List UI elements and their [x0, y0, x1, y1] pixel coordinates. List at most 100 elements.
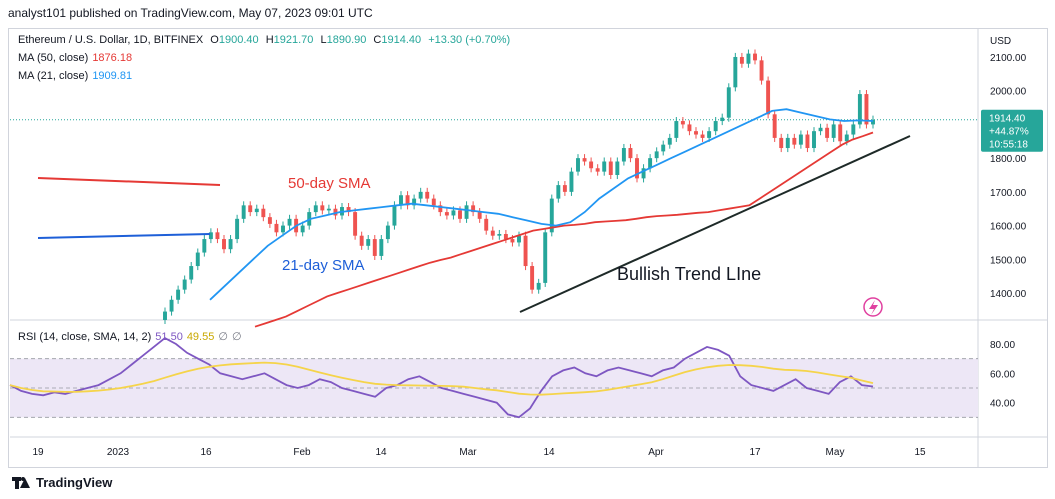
candle-body: [490, 230, 495, 236]
candle-body: [313, 205, 318, 213]
currency-label: USD: [990, 36, 1011, 47]
candle-body: [418, 191, 423, 199]
candle-body: [844, 134, 849, 142]
time-tick-label: 19: [32, 447, 44, 458]
candle-body: [733, 56, 738, 88]
price-tick-label: 1700.00: [990, 188, 1027, 199]
candle-body: [785, 137, 790, 149]
rsi-value: 51.50: [155, 331, 183, 343]
candle-body: [825, 127, 830, 138]
candle-body: [503, 234, 508, 240]
candle-body: [628, 148, 633, 159]
candle-body: [353, 212, 358, 236]
candle-body: [261, 208, 266, 218]
price-badge-price: 1914.40: [989, 114, 1026, 125]
price-tick-label: 1500.00: [990, 255, 1027, 266]
candle-body: [621, 148, 626, 162]
candle-body: [392, 205, 397, 226]
candle-body: [189, 266, 194, 280]
candle-body: [857, 94, 862, 125]
rsi-legend: RSI (14, close, SMA, 14, 2) 51.50 49.55 ∅ ∅: [18, 331, 242, 343]
price-badge-countdown: 10:55:18: [989, 140, 1028, 151]
candle-body: [235, 218, 240, 240]
tradingview-logo-icon: [12, 476, 30, 489]
candle-body: [444, 212, 449, 216]
candle-body: [281, 225, 285, 233]
candle-body: [864, 94, 869, 125]
time-tick-label: 17: [749, 447, 761, 458]
change-value: +13.30 (+0.70%): [428, 34, 511, 46]
price-chart[interactable]: USD2100.002000.001900.001800.001700.0016…: [0, 0, 1055, 470]
sma50-annotation: 50-day SMA: [288, 175, 371, 192]
lightning-icon-bolt: [869, 300, 878, 315]
candle-body: [379, 239, 384, 256]
candle-body: [267, 217, 272, 224]
candle-body: [549, 198, 554, 233]
tradingview-footer[interactable]: TradingView: [12, 475, 112, 490]
candle-body: [222, 239, 226, 250]
candle-body: [798, 134, 803, 145]
candle-body: [464, 205, 469, 219]
candle-body: [326, 208, 331, 211]
candle-body: [385, 225, 390, 240]
open-value: 1900.40: [218, 34, 259, 46]
candle-body: [497, 234, 502, 236]
candle-body: [641, 168, 646, 179]
candle-body: [831, 124, 836, 138]
rsi-tick-label: 40.00: [990, 399, 1015, 410]
price-tick-label: 1400.00: [990, 289, 1027, 300]
candle-body: [707, 131, 712, 138]
candle-body: [700, 134, 705, 138]
candle-body: [812, 131, 816, 149]
candle-body: [595, 168, 600, 172]
candle-body: [300, 225, 305, 233]
price-badge-change: +44.87%: [989, 127, 1029, 138]
candle-body: [287, 218, 292, 226]
candle-body: [412, 198, 417, 206]
candle-body: [818, 127, 823, 132]
rsi-sma-value: 49.55: [186, 331, 215, 343]
candle-body: [536, 282, 541, 290]
ma50-line: [254, 131, 874, 328]
footer-brand: TradingView: [36, 475, 113, 490]
price-tick-label: 1800.00: [990, 154, 1027, 165]
candle-body: [530, 266, 535, 290]
rsi-tick-label: 80.00: [990, 340, 1015, 351]
lightning-icon: [863, 297, 883, 317]
candle-body: [510, 239, 515, 243]
candle-body: [471, 205, 476, 213]
candle-body: [851, 124, 856, 135]
rsi-tick-label: 60.00: [990, 369, 1015, 380]
candle-body: [169, 299, 174, 312]
candle-body: [484, 218, 489, 231]
candle-body: [556, 185, 561, 199]
candle-body: [635, 158, 639, 179]
trend-annotation: Bullish Trend LIne: [617, 264, 761, 284]
candle-body: [746, 53, 751, 64]
price-badge: [981, 109, 1043, 152]
candle-body: [163, 311, 167, 320]
candle-body: [871, 119, 875, 125]
candle-body: [772, 114, 777, 138]
candle-body: [241, 205, 246, 219]
candle-body: [274, 223, 279, 233]
candle-body: [477, 212, 482, 219]
candle-body: [451, 210, 456, 216]
candle-body: [208, 232, 213, 240]
candle-body: [576, 158, 580, 172]
rsi-sma-line: [9, 361, 874, 396]
rsi-line: [9, 337, 874, 419]
candle-body: [720, 117, 725, 122]
candle-body: [399, 195, 403, 206]
candle-body: [838, 124, 843, 142]
bullish-trend-line: [519, 135, 911, 313]
candle-body: [766, 80, 771, 115]
candle-body: [333, 208, 338, 216]
time-tick-label: 2023: [107, 447, 130, 458]
candle-body: [792, 137, 797, 145]
candle-body: [366, 239, 371, 246]
chart-frame: [8, 28, 1048, 468]
candle-body: [228, 239, 233, 250]
time-tick-label: Mar: [459, 447, 477, 458]
price-tick-label: 1600.00: [990, 222, 1027, 233]
